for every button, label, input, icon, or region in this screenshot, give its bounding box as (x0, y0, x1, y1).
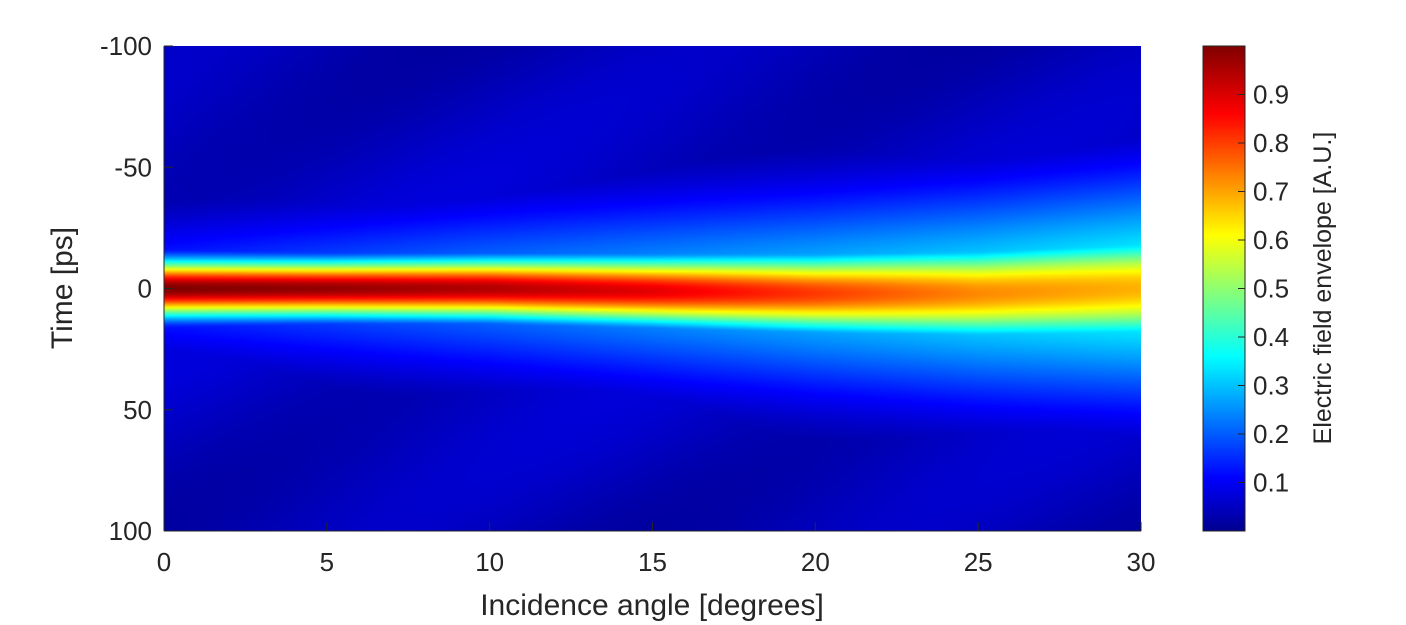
x-tick-label: 10 (475, 547, 504, 577)
colorbar-tick-label: 0.9 (1253, 80, 1289, 110)
y-tick-label: -100 (100, 31, 152, 61)
x-tick-label: 20 (801, 547, 830, 577)
x-tick-label: 30 (1127, 547, 1156, 577)
colorbar-tick-label: 0.2 (1253, 419, 1289, 449)
x-axis: 0 5 10 15 20 25 30 (157, 522, 1156, 577)
y-tick-label: -50 (114, 152, 152, 182)
x-tick-label: 25 (964, 547, 993, 577)
y-tick-label: 100 (109, 516, 152, 546)
y-tick-label: 50 (123, 395, 152, 425)
x-tick-label: 5 (320, 547, 334, 577)
x-tick-label: 15 (638, 547, 667, 577)
y-axis-label: Time [ps] (46, 227, 79, 349)
colorbar-ticks: 0.1 0.2 0.3 0.4 0.5 0.6 0.7 0.8 0.9 (1238, 80, 1289, 498)
colorbar-tick-label: 0.8 (1253, 128, 1289, 158)
colorbar-tick-label: 0.5 (1253, 274, 1289, 304)
colorbar-tick-label: 0.7 (1253, 177, 1289, 207)
colorbar-tick-label: 0.4 (1253, 322, 1289, 352)
y-tick-label: 0 (138, 274, 152, 304)
colorbar-tick-label: 0.6 (1253, 225, 1289, 255)
plot-area (164, 46, 1141, 531)
x-axis-label: Incidence angle [degrees] (480, 589, 824, 622)
colorbar: 0.1 0.2 0.3 0.4 0.5 0.6 0.7 0.8 0.9 (1202, 45, 1289, 532)
colorbar-label: Electric field envelope [A.U.] (1309, 132, 1337, 445)
y-axis: -100 -50 0 50 100 (100, 31, 173, 546)
colorbar-tick-label: 0.3 (1253, 371, 1289, 401)
colorbar-tick-label: 0.1 (1253, 468, 1289, 498)
x-tick-label: 0 (157, 547, 171, 577)
heatmap-image (164, 46, 1141, 531)
